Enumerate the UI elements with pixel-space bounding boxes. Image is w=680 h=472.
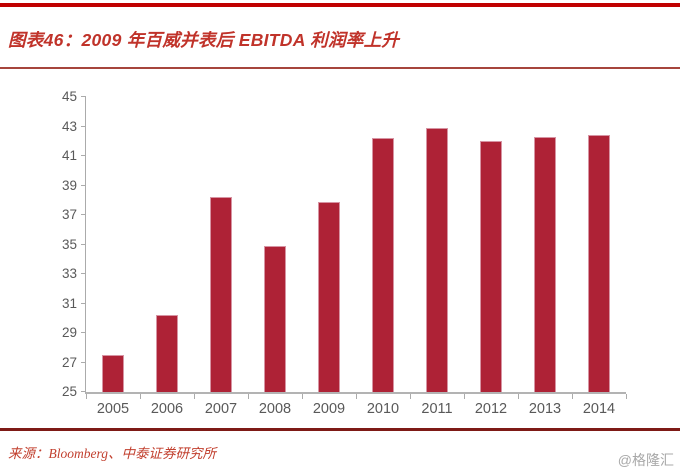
y-tick-mark <box>81 243 86 245</box>
x-tick-label: 2013 <box>528 401 562 417</box>
y-tick-label: 43 <box>61 118 77 134</box>
y-tick-mark <box>81 125 86 127</box>
bar-2005 <box>102 355 124 392</box>
y-tick-label: 31 <box>61 295 77 311</box>
top-border-line <box>0 3 680 7</box>
x-tick-mark <box>518 394 519 399</box>
figure-title: 图表46：2009 年百威并表后 EBITDA 利润率上升 <box>8 30 400 50</box>
x-labels-row: 2005 2006 2007 2008 2009 2010 2011 2012 2013 2014 <box>86 401 626 417</box>
bars-row <box>86 97 626 392</box>
y-tick-mark <box>81 391 86 392</box>
bar-slot-2009 <box>302 97 356 392</box>
bar-2010 <box>372 138 394 392</box>
bar-slot-2010 <box>356 97 410 392</box>
x-tick-mark <box>248 394 249 399</box>
x-tick-mark <box>86 394 87 399</box>
y-tick-label: 37 <box>61 207 77 222</box>
source-note: 来源：Bloomberg、中泰证券研究所 <box>8 446 216 461</box>
bar-2013 <box>534 136 556 392</box>
bar-slot-2006 <box>140 97 194 392</box>
y-tick-label: 41 <box>61 148 77 163</box>
x-tick-label: 2006 <box>150 401 184 417</box>
bar-slot-2014 <box>572 97 626 392</box>
bar-2006 <box>156 315 178 392</box>
bar-slot-2012 <box>464 97 518 392</box>
y-tick-mark <box>81 184 86 186</box>
title-divider <box>0 67 680 69</box>
y-tick-mark <box>81 332 86 333</box>
x-tick-mark <box>626 394 627 399</box>
x-tick-label: 2014 <box>582 401 616 417</box>
footer-divider-line <box>0 428 680 431</box>
x-tick-mark <box>194 394 195 399</box>
x-tick-label: 2011 <box>421 401 453 417</box>
y-tick-mark <box>81 155 86 156</box>
bar-2011 <box>426 128 448 392</box>
y-tick-mark <box>81 96 86 97</box>
watermark-gelonghui: @格隆汇 <box>617 452 674 468</box>
bar-2009 <box>318 201 340 392</box>
x-tick-label: 2012 <box>474 401 508 417</box>
x-tick-label: 2005 <box>96 401 130 417</box>
y-tick-mark <box>81 273 86 274</box>
x-tick-label: 2008 <box>258 401 292 417</box>
x-tick-mark <box>140 394 141 399</box>
x-tick-label: 2009 <box>312 401 346 417</box>
bar-2014 <box>588 135 610 392</box>
y-tick-label: 29 <box>61 325 77 340</box>
bar-2008 <box>264 246 286 392</box>
bar-slot-2005 <box>86 97 140 392</box>
y-tick-label: 45 <box>61 89 77 104</box>
y-tick-label: 27 <box>61 354 77 370</box>
x-tick-mark <box>302 394 303 399</box>
bar-slot-2013 <box>518 97 572 392</box>
y-tick-mark <box>81 361 86 363</box>
bar-2007 <box>210 197 232 392</box>
x-tick-label: 2007 <box>204 401 238 417</box>
y-tick-label: 35 <box>61 236 77 252</box>
bar-slot-2007 <box>194 97 248 392</box>
bar-slot-2008 <box>248 97 302 392</box>
x-tick-mark <box>410 394 411 399</box>
x-tick-mark <box>356 394 357 399</box>
x-tick-mark <box>572 394 573 399</box>
y-tick-label: 25 <box>61 384 77 399</box>
plot-area: 2005 2006 2007 2008 2009 2010 2011 2012 2013 2014… <box>62 89 627 417</box>
x-tick-mark <box>464 394 465 399</box>
y-tick-label: 39 <box>61 177 77 193</box>
x-tick-label: 2010 <box>366 401 400 417</box>
bar-2012 <box>480 141 502 392</box>
bar-slot-2011 <box>410 97 464 392</box>
y-tick-label: 33 <box>61 266 77 281</box>
y-tick-mark <box>81 302 86 304</box>
y-tick-mark <box>81 214 86 215</box>
